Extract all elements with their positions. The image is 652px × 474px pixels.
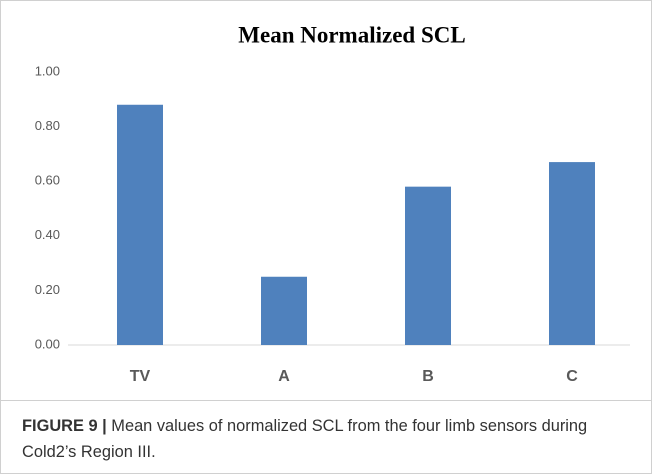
y-tick-label: 0.00 — [35, 336, 60, 351]
caption-text: Mean values of normalized SCL from the f… — [22, 417, 588, 461]
bar — [405, 186, 451, 345]
x-tick-label: TV — [130, 368, 151, 385]
chart-title: Mean Normalized SCL — [238, 22, 465, 47]
y-tick-label: 0.80 — [35, 118, 60, 133]
caption: FIGURE 9 | Mean values of normalized SCL… — [22, 413, 644, 465]
y-tick-label: 1.00 — [35, 63, 60, 78]
bar — [261, 276, 307, 345]
x-tick-label: B — [422, 368, 434, 385]
x-tick-label: A — [278, 368, 290, 385]
y-tick-label: 0.40 — [35, 227, 60, 242]
bar — [549, 162, 595, 345]
caption-label: FIGURE 9 | — [22, 417, 107, 435]
y-tick-label: 0.20 — [35, 282, 60, 297]
y-tick-label: 0.60 — [35, 173, 60, 188]
x-tick-label: C — [566, 368, 578, 385]
bar — [117, 104, 163, 345]
